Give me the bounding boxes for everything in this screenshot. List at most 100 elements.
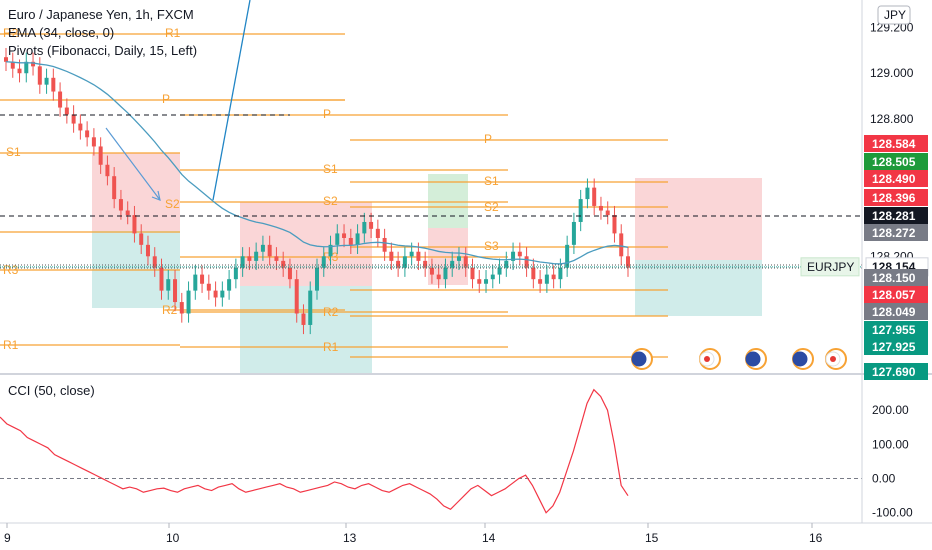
candle-body-41 <box>281 260 286 268</box>
pivot-label-1: R1 <box>165 26 181 40</box>
candle-body-13 <box>91 137 96 147</box>
candle-body-34 <box>233 267 238 280</box>
candle-body-25 <box>173 279 178 303</box>
candle-body-14 <box>98 146 103 165</box>
candle-body-6 <box>44 77 49 85</box>
candle-body-28 <box>193 274 198 291</box>
pivot-label-6: R2 <box>162 303 178 317</box>
arrow-head <box>151 190 161 201</box>
candle-body-63 <box>429 267 434 275</box>
candle-body-55 <box>375 228 380 238</box>
candle-body-12 <box>85 130 90 138</box>
currency-badge: JPY <box>884 8 906 22</box>
symbol-title[interactable]: Euro / Japanese Yen, 1h, FXCM <box>8 7 194 22</box>
candle-body-23 <box>159 267 164 291</box>
event-icons[interactable] <box>631 348 847 370</box>
price-label-box-8 <box>864 303 928 320</box>
candle-body-88 <box>598 205 603 211</box>
candle-body-53 <box>362 221 367 234</box>
price-label-6: 128.150 <box>872 271 916 285</box>
candle-body-59 <box>402 256 407 268</box>
price-label-0: 128.584 <box>872 137 916 151</box>
cci-title[interactable]: CCI (50, close) <box>8 383 95 398</box>
candle-body-10 <box>71 114 76 124</box>
pivot-label-13: R1 <box>323 340 339 354</box>
candle-body-21 <box>145 244 150 257</box>
candle-body-61 <box>416 251 421 261</box>
candle-body-86 <box>585 187 590 200</box>
candle-body-78 <box>531 267 536 280</box>
time-tick-1: 10 <box>166 531 180 545</box>
pivot-label-14: P <box>484 132 492 146</box>
candle-body-62 <box>423 260 428 268</box>
candle-body-17 <box>118 199 123 211</box>
candles <box>4 48 630 335</box>
cci-tick-4: -100.00 <box>872 506 913 520</box>
ema-series <box>5 61 629 265</box>
candle-body-60 <box>409 251 414 257</box>
candle-body-19 <box>132 215 137 234</box>
candle-body-47 <box>321 256 326 268</box>
pivot-label-3: S1 <box>6 145 21 159</box>
position-zone-6 <box>635 178 762 260</box>
candle-body-91 <box>619 233 624 257</box>
candle-body-35 <box>240 256 245 268</box>
position-zones <box>92 153 762 373</box>
price-label-10: 127.925 <box>872 340 916 354</box>
price-label-box-2 <box>864 170 928 187</box>
candle-body-33 <box>227 279 232 291</box>
candle-body-22 <box>152 256 157 268</box>
price-label-11: 127.690 <box>872 365 916 379</box>
candle-body-73 <box>497 267 502 275</box>
ema-line <box>5 61 629 265</box>
candle-body-39 <box>267 244 272 257</box>
candle-body-89 <box>605 210 610 216</box>
candle-body-18 <box>125 210 130 216</box>
price-label-box-6 <box>864 269 928 286</box>
candle-body-15 <box>105 164 110 177</box>
ema-legend[interactable]: EMA (34, close, 0) <box>8 25 115 40</box>
candle-body-1 <box>10 61 15 69</box>
chart-legend: Euro / Japanese Yen, 1h, FXCM EMA (34, c… <box>8 6 197 60</box>
price-label-3: 128.396 <box>872 191 916 205</box>
arrow-line <box>105 127 161 201</box>
price-label-7: 128.057 <box>872 288 916 302</box>
candle-body-32 <box>220 290 225 298</box>
candle-body-56 <box>382 237 387 252</box>
candle-body-84 <box>571 221 576 245</box>
ticker-box <box>800 257 860 277</box>
time-tick-0: 9 <box>4 531 11 545</box>
candle-body-5 <box>37 66 42 85</box>
candle-body-27 <box>186 290 191 314</box>
candle-body-65 <box>443 267 448 280</box>
candle-body-87 <box>592 187 597 206</box>
candle-body-92 <box>626 256 630 268</box>
trend-line <box>212 0 251 201</box>
time-tick-5: 16 <box>809 531 823 545</box>
price-label-8: 128.049 <box>872 305 916 319</box>
time-tick-4: 15 <box>645 531 659 545</box>
price-label-4: 128.281 <box>872 209 916 223</box>
price-tick-1: 129.000 <box>870 66 914 80</box>
candle-body-69 <box>470 267 475 280</box>
price-label-box-3 <box>864 189 928 206</box>
candle-body-20 <box>139 233 144 245</box>
event-icon-eu-2 <box>745 351 761 367</box>
cci-tick-3: 0.00 <box>872 472 896 486</box>
candle-body-0 <box>4 57 8 62</box>
pivot-label-9: S1 <box>323 162 338 176</box>
price-label-box-11 <box>864 363 928 380</box>
candle-body-38 <box>260 244 265 252</box>
candle-body-7 <box>51 77 56 92</box>
currency-badge-box <box>877 5 911 25</box>
event-icon-eu-3 <box>792 351 808 367</box>
candle-body-26 <box>179 302 184 314</box>
candle-body-51 <box>348 237 353 245</box>
time-tick-2: 13 <box>343 531 357 545</box>
candle-body-67 <box>456 256 461 261</box>
pivots-legend[interactable]: Pivots (Fibonacci, Daily, 15, Left) <box>8 43 198 58</box>
pivot-label-12: R2 <box>323 305 339 319</box>
candle-body-80 <box>544 274 549 284</box>
